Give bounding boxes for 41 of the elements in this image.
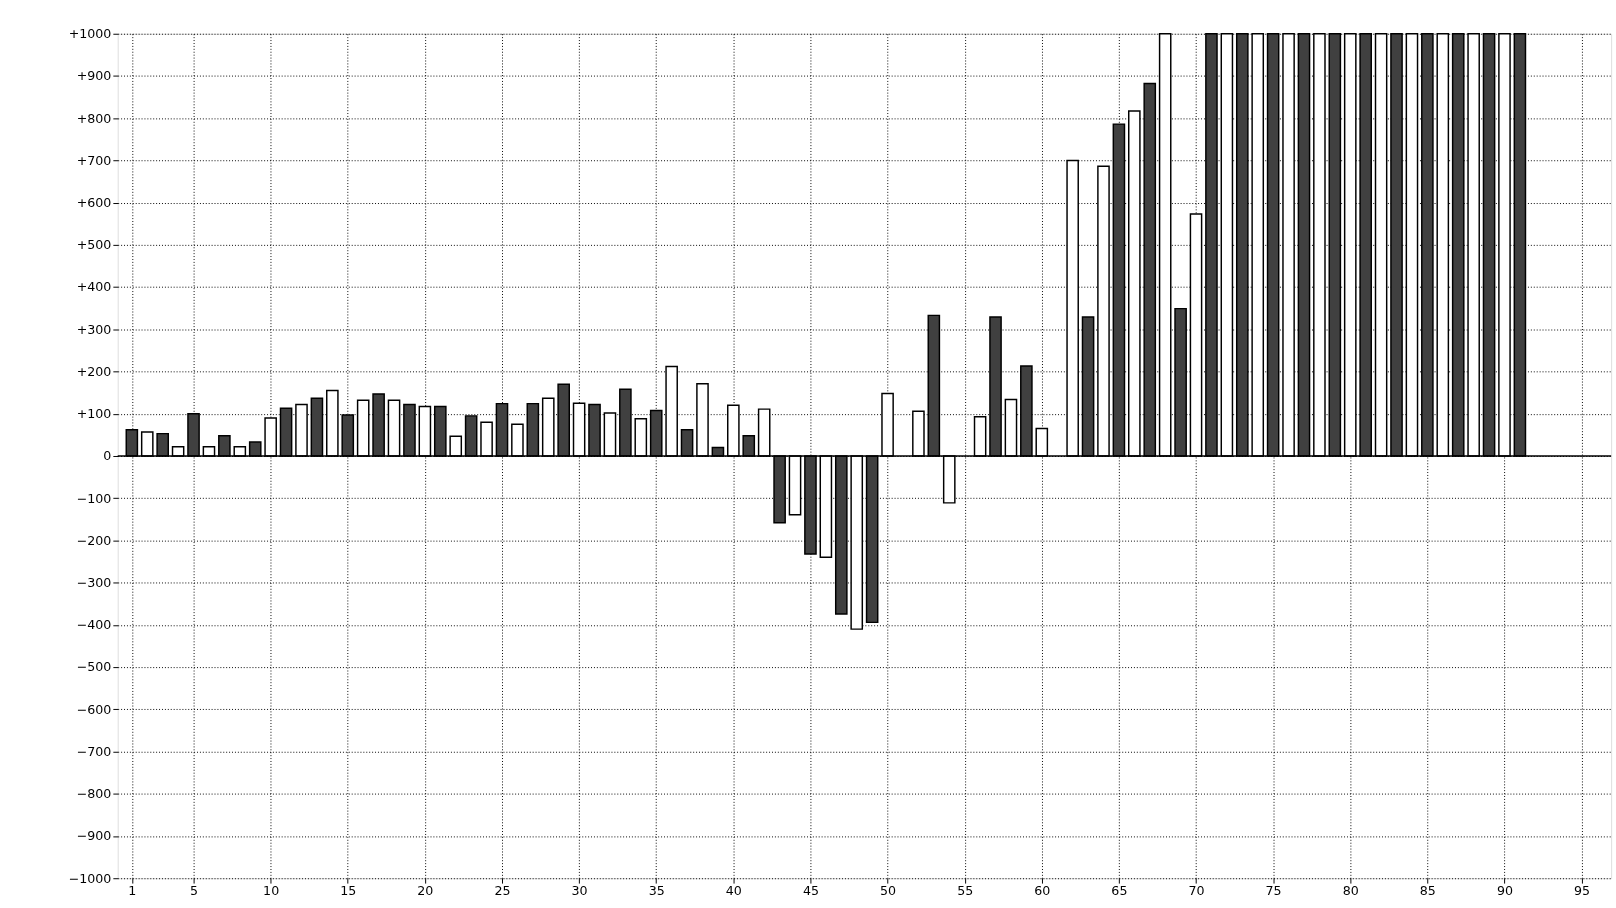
x-tick-label: 65 xyxy=(1111,883,1128,899)
x-tick-label: 60 xyxy=(1034,883,1051,899)
y-tick-label: −1000 xyxy=(68,870,112,886)
x-tick-label: 40 xyxy=(725,883,742,899)
y-tick-label: −700 xyxy=(76,743,112,759)
x-tick-label: 55 xyxy=(957,883,974,899)
x-tick-label: 45 xyxy=(802,883,819,899)
x-tick-label: 20 xyxy=(417,883,434,899)
y-tick-label: −400 xyxy=(76,617,112,633)
x-tick-label: 90 xyxy=(1496,883,1514,899)
y-tick-label: −600 xyxy=(76,701,112,717)
y-tick-label: +700 xyxy=(76,152,112,168)
x-tick-label: 10 xyxy=(263,883,280,899)
x-tick-label: 85 xyxy=(1419,883,1436,899)
x-tick-label: 35 xyxy=(648,883,665,899)
x-tick-label: 1 xyxy=(128,883,137,899)
x-tick-label: 50 xyxy=(880,883,897,899)
y-tick-label: +400 xyxy=(76,279,112,295)
y-tick-label: +500 xyxy=(76,237,112,253)
x-tick-label: 25 xyxy=(494,883,511,899)
y-tick-label: −500 xyxy=(76,659,112,675)
y-tick-label: +800 xyxy=(76,110,112,126)
y-tick-label: −300 xyxy=(76,575,112,591)
y-tick-label: +100 xyxy=(76,406,112,422)
y-tick-label: +900 xyxy=(76,68,112,84)
x-tick-label: 95 xyxy=(1574,883,1591,899)
x-tick-label: 70 xyxy=(1188,883,1205,899)
y-tick-label: 0 xyxy=(103,448,112,464)
x-tick-label: 15 xyxy=(340,883,357,899)
y-tick-label: −200 xyxy=(76,532,112,548)
x-tick-label: 30 xyxy=(571,883,588,899)
x-tick-label: 75 xyxy=(1265,883,1282,899)
y-tick-label: −900 xyxy=(76,828,112,844)
x-tick-label: 80 xyxy=(1342,883,1359,899)
y-tick-label: +1000 xyxy=(68,26,112,42)
y-tick-label: +300 xyxy=(76,321,112,337)
x-tick-label: 5 xyxy=(189,883,199,899)
y-tick-label: +600 xyxy=(76,195,112,211)
y-tick-label: +200 xyxy=(76,363,112,379)
y-tick-label: −100 xyxy=(76,490,112,506)
y-tick-label: −800 xyxy=(76,786,112,802)
